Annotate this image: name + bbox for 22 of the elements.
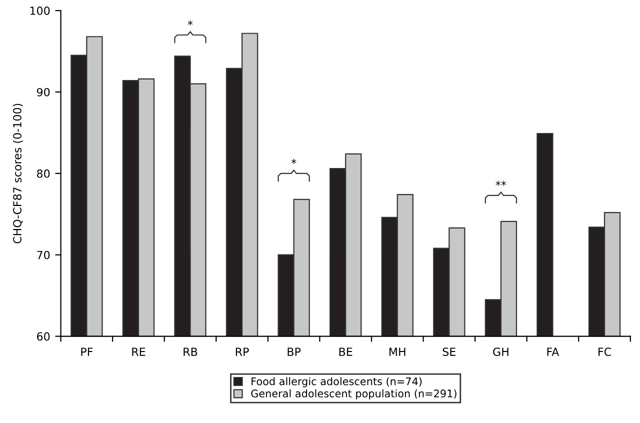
- annotation: *: [188, 20, 193, 26]
- legend-label: General adolescent population (n=291): [251, 389, 456, 400]
- x-tick-label: GH: [493, 348, 508, 356]
- y-axis-title: CHQ-CF87 scores (0-100): [12, 104, 23, 244]
- y-tick-label: 100: [30, 6, 50, 15]
- x-tick-label: FA: [547, 348, 560, 356]
- annotation: *: [291, 158, 296, 164]
- x-tick-label: RE: [132, 348, 146, 356]
- y-tick-label: 90: [36, 88, 50, 96]
- x-tick-label: BP: [288, 348, 301, 356]
- annotation: **: [496, 180, 506, 186]
- x-tick-label: PF: [81, 348, 93, 356]
- legend-label: Food allergic adolescents (n=74): [252, 377, 422, 388]
- x-tick-label: RB: [184, 348, 198, 356]
- y-tick-label: 70: [37, 250, 50, 260]
- y-tick-label: 60: [37, 332, 50, 341]
- x-tick-label: BE: [339, 348, 352, 356]
- x-tick-label: FC: [598, 348, 611, 356]
- x-tick-label: RP: [236, 348, 249, 356]
- x-tick-label: MH: [390, 348, 406, 356]
- y-tick-label: 80: [37, 169, 50, 178]
- x-tick-label: SE: [442, 348, 456, 356]
